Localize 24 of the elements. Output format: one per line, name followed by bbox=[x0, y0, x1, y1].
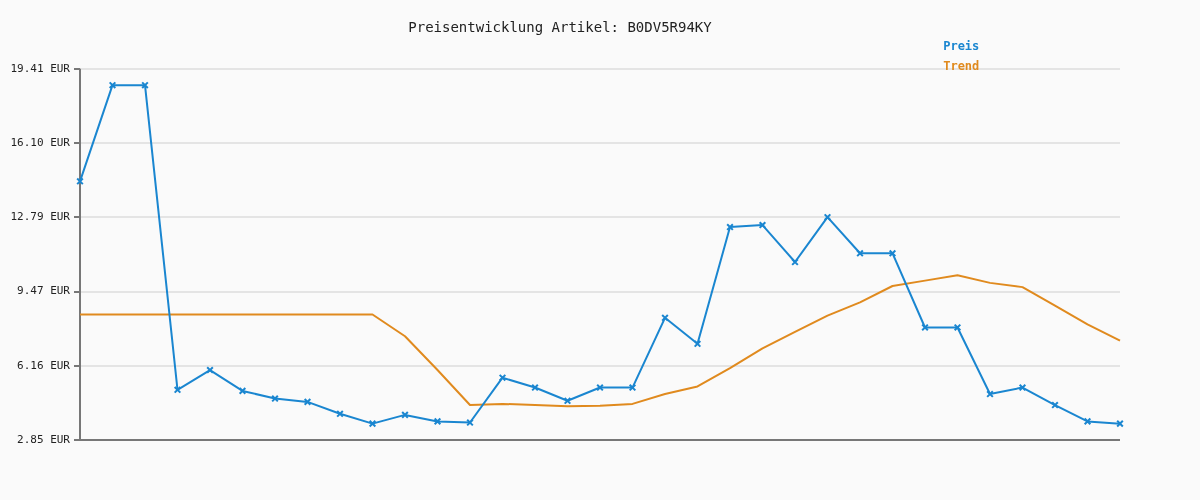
point bbox=[953, 323, 962, 332]
point bbox=[173, 385, 182, 394]
point bbox=[433, 417, 442, 426]
y-tick-label: 16.10 EUR bbox=[10, 135, 71, 149]
point bbox=[1018, 383, 1027, 392]
point bbox=[563, 396, 572, 405]
point bbox=[823, 213, 832, 222]
point bbox=[108, 81, 117, 89]
text: Preis bbox=[943, 39, 980, 54]
y-tick-label: 6.16 EUR bbox=[17, 358, 71, 372]
point bbox=[303, 398, 312, 406]
y-tick-label: 19.41 EUR bbox=[10, 61, 71, 75]
point bbox=[693, 340, 702, 348]
chart-title: Preisentwicklung Artikel: B0DV5R94KY bbox=[408, 19, 713, 36]
point bbox=[1116, 419, 1124, 428]
point bbox=[1083, 417, 1092, 426]
y-tick-label: 12.79 EUR bbox=[10, 210, 71, 224]
point bbox=[498, 373, 507, 382]
point bbox=[888, 249, 897, 258]
y-tick-label: 2.85 EUR bbox=[17, 432, 71, 446]
text: Trend bbox=[943, 59, 980, 74]
y-tick-label: 9.47 EUR bbox=[17, 284, 71, 298]
point bbox=[368, 419, 377, 428]
point bbox=[628, 383, 637, 392]
